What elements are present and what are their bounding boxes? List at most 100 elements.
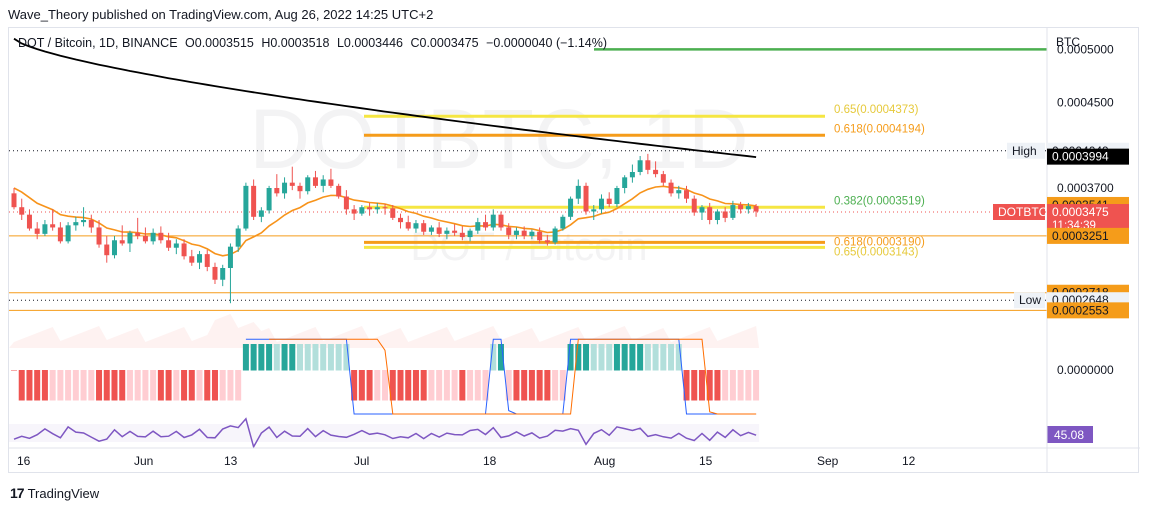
candle-body xyxy=(351,209,357,214)
legend-symbol[interactable]: DOT / Bitcoin, 1D, BINANCE xyxy=(18,36,178,50)
macd-bar xyxy=(297,344,304,371)
macd-bar xyxy=(528,370,535,401)
macd-bar xyxy=(57,370,64,401)
macd-bar xyxy=(505,370,512,401)
volume-silhouette xyxy=(9,314,760,348)
macd-bar xyxy=(474,370,481,401)
macd-bar xyxy=(598,344,605,371)
macd-bar xyxy=(644,344,651,371)
macd-bar xyxy=(273,344,280,371)
candle-body xyxy=(312,177,318,186)
macd-bar xyxy=(729,370,736,401)
candle-body xyxy=(575,185,581,199)
candle-body xyxy=(374,207,380,210)
price-label-text: 0.0003475 xyxy=(1052,205,1109,219)
fib-label: 0.65(0.0003143) xyxy=(834,246,919,258)
watermark-ticker: DOTBTC, 1D xyxy=(249,92,748,186)
y-tick-label: 0.0005000 xyxy=(1057,42,1114,56)
macd-bar xyxy=(459,370,466,401)
macd-bar xyxy=(451,370,458,401)
candle-body xyxy=(343,196,349,210)
candle-body xyxy=(436,227,442,234)
macd-bar xyxy=(165,370,172,401)
macd-signal-line xyxy=(269,338,757,415)
macd-bar xyxy=(250,344,257,371)
candle-body xyxy=(227,246,233,268)
macd-bar xyxy=(412,370,419,401)
macd-bar xyxy=(683,370,690,401)
candle-body xyxy=(88,220,94,228)
macd-bar xyxy=(497,344,504,371)
macd-bar xyxy=(258,344,265,371)
candle-body xyxy=(336,185,342,197)
macd-bar xyxy=(575,344,582,371)
grid-lines xyxy=(9,150,1047,301)
price-label-text: 0.0002553 xyxy=(1052,303,1109,317)
candle-body xyxy=(266,188,272,211)
macd-bar xyxy=(157,370,164,401)
candle-body xyxy=(444,230,450,234)
fib-label: 0.618(0.0003190) xyxy=(834,236,925,248)
candle-body xyxy=(653,169,659,175)
volume-area xyxy=(9,314,760,348)
macd-bar xyxy=(26,370,33,401)
y-tick-label: 0.0003700 xyxy=(1057,181,1114,195)
candle-body xyxy=(65,225,71,242)
macd-bar xyxy=(443,370,450,401)
candle-body xyxy=(96,227,102,245)
macd-bar xyxy=(150,370,157,401)
macd-bar xyxy=(96,370,103,401)
candle-body xyxy=(235,228,241,247)
macd-bar xyxy=(389,370,396,401)
candle-body xyxy=(26,214,32,229)
price-label-orange: 0.0002553 xyxy=(1047,302,1129,319)
time-axis[interactable]: 16 Jun 13 Jul 18 Aug 15 Sep 12 xyxy=(17,454,916,468)
candle-body xyxy=(606,198,612,204)
macd-bar xyxy=(88,370,95,401)
macd-bar xyxy=(583,344,590,371)
macd-bar xyxy=(34,370,41,401)
rsi-band xyxy=(9,424,760,442)
macd-bar xyxy=(343,344,350,371)
macd-bar xyxy=(374,370,381,401)
price-label-bg xyxy=(1047,227,1129,244)
candle-body xyxy=(50,224,56,228)
macd-bar xyxy=(188,370,195,401)
candle-body xyxy=(382,207,388,209)
axis-currency: BTC xyxy=(1056,35,1080,49)
chart-canvas[interactable]: DOTBTC, 1D DOT / Bitcoin 0.65(0.0004373)… xyxy=(9,28,1140,473)
candle-body xyxy=(305,177,311,192)
macd-bar xyxy=(652,344,659,371)
candle-body xyxy=(251,185,257,217)
candle-body xyxy=(390,208,396,218)
macd-bar xyxy=(675,344,682,371)
price-label-sma: 0.0003994 xyxy=(1047,148,1129,165)
candle-body xyxy=(81,220,87,223)
candle-body xyxy=(34,228,40,234)
candle-body xyxy=(135,232,141,236)
candle-body xyxy=(359,207,365,214)
macd-bar xyxy=(235,370,242,401)
x-tick-label: 12 xyxy=(902,454,916,468)
fib-label: 0.65(0.0004373) xyxy=(834,104,919,116)
candle-body xyxy=(158,232,164,241)
candle-body xyxy=(274,188,280,194)
fibonacci-levels: 0.65(0.0004373) 0.618(0.0004194) 0.382(0.0… xyxy=(364,104,925,258)
candle-body xyxy=(73,222,79,226)
candle-body xyxy=(452,230,458,233)
candle-body xyxy=(189,256,195,263)
candle-body xyxy=(714,211,720,220)
candle-body xyxy=(676,190,682,194)
macd-bar xyxy=(637,344,644,371)
macd-bar xyxy=(590,344,597,371)
legend-high: H0.0003518 xyxy=(261,36,330,50)
price-caption: High xyxy=(1012,144,1037,158)
legend-low: L0.0003446 xyxy=(336,36,403,50)
macd-bar xyxy=(304,344,311,371)
price-labels: 0.0004049High0.00039940.00035410.0003475… xyxy=(993,142,1129,319)
price-label-orange: 0.0003251 xyxy=(1047,227,1129,244)
candle-body xyxy=(127,232,133,244)
macd-bar xyxy=(11,370,17,371)
macd-bar xyxy=(629,344,636,371)
